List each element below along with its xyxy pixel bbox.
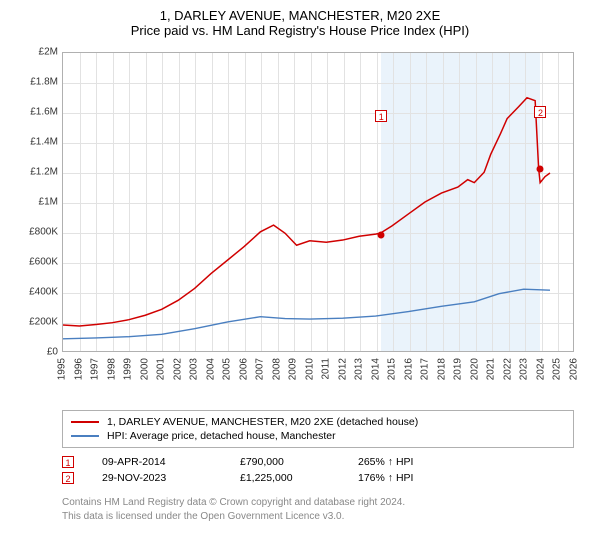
x-axis-tick: 2001 xyxy=(156,358,167,380)
footer-line: This data is licensed under the Open Gov… xyxy=(62,510,574,524)
x-axis-tick: 2005 xyxy=(222,358,233,380)
x-axis-tick: 2000 xyxy=(139,358,150,380)
transaction-table: 1 09-APR-2014 £790,000 265% ↑ HPI 2 29-N… xyxy=(62,454,574,486)
x-axis-tick: 2025 xyxy=(552,358,563,380)
marker-point xyxy=(537,166,544,173)
x-axis-tick: 2008 xyxy=(271,358,282,380)
legend-label: 1, DARLEY AVENUE, MANCHESTER, M20 2XE (d… xyxy=(107,416,418,428)
x-axis-tick: 2020 xyxy=(469,358,480,380)
x-axis-tick: 2002 xyxy=(172,358,183,380)
marker-point xyxy=(378,231,385,238)
y-axis-tick: £1.2M xyxy=(12,167,58,178)
legend-label: HPI: Average price, detached house, Manc… xyxy=(107,430,336,442)
line-series-svg xyxy=(63,53,573,351)
x-axis-tick: 2003 xyxy=(189,358,200,380)
x-axis-tick: 1995 xyxy=(57,358,68,380)
transaction-marker: 1 xyxy=(62,456,74,468)
x-axis-tick: 2011 xyxy=(321,358,332,380)
x-axis-tick: 2015 xyxy=(387,358,398,380)
transaction-row: 2 29-NOV-2023 £1,225,000 176% ↑ HPI xyxy=(62,470,574,486)
transaction-price: £790,000 xyxy=(240,456,330,468)
series-line-property xyxy=(63,98,550,326)
legend-item-property: 1, DARLEY AVENUE, MANCHESTER, M20 2XE (d… xyxy=(71,415,565,429)
x-axis-tick: 2010 xyxy=(304,358,315,380)
x-axis-tick: 1999 xyxy=(123,358,134,380)
x-axis-tick: 1996 xyxy=(73,358,84,380)
y-axis-tick: £1.4M xyxy=(12,137,58,148)
transaction-pct: 176% ↑ HPI xyxy=(358,472,413,484)
x-axis-tick: 2013 xyxy=(354,358,365,380)
transaction-marker: 2 xyxy=(62,472,74,484)
x-axis-tick: 2021 xyxy=(486,358,497,380)
x-axis-tick: 2014 xyxy=(370,358,381,380)
x-axis-tick: 2007 xyxy=(255,358,266,380)
legend-item-hpi: HPI: Average price, detached house, Manc… xyxy=(71,429,565,443)
y-axis-tick: £2M xyxy=(12,47,58,58)
y-axis-tick: £200K xyxy=(12,317,58,328)
x-axis-tick: 2012 xyxy=(337,358,348,380)
legend-swatch xyxy=(71,435,99,437)
y-axis-tick: £1M xyxy=(12,197,58,208)
x-axis-tick: 2016 xyxy=(403,358,414,380)
transaction-date: 29-NOV-2023 xyxy=(102,472,212,484)
x-axis-tick: 2006 xyxy=(238,358,249,380)
chart-title: 1, DARLEY AVENUE, MANCHESTER, M20 2XE xyxy=(12,8,588,23)
y-axis-tick: £0 xyxy=(12,347,58,358)
x-axis-tick: 2018 xyxy=(436,358,447,380)
transaction-date: 09-APR-2014 xyxy=(102,456,212,468)
x-axis-tick: 2019 xyxy=(453,358,464,380)
y-axis-tick: £1.6M xyxy=(12,107,58,118)
transaction-pct: 265% ↑ HPI xyxy=(358,456,413,468)
x-axis-tick: 2022 xyxy=(502,358,513,380)
x-axis-tick: 2017 xyxy=(420,358,431,380)
chart-subtitle: Price paid vs. HM Land Registry's House … xyxy=(12,23,588,38)
chart-area: 12 £0£200K£400K£600K£800K£1M£1.2M£1.4M£1… xyxy=(12,44,588,404)
footer-line: Contains HM Land Registry data © Crown c… xyxy=(62,496,574,510)
legend-swatch xyxy=(71,421,99,423)
plot-area: 12 xyxy=(62,52,574,352)
marker-label: 2 xyxy=(534,106,546,118)
x-axis-tick: 2009 xyxy=(288,358,299,380)
y-axis-tick: £600K xyxy=(12,257,58,268)
y-axis-tick: £1.8M xyxy=(12,77,58,88)
x-axis-tick: 2004 xyxy=(205,358,216,380)
series-line-hpi xyxy=(63,289,550,339)
chart-container: 1, DARLEY AVENUE, MANCHESTER, M20 2XE Pr… xyxy=(0,0,600,531)
x-axis-tick: 1998 xyxy=(106,358,117,380)
x-axis-tick: 2026 xyxy=(569,358,580,380)
marker-label: 1 xyxy=(375,110,387,122)
transaction-row: 1 09-APR-2014 £790,000 265% ↑ HPI xyxy=(62,454,574,470)
transaction-price: £1,225,000 xyxy=(240,472,330,484)
footer: Contains HM Land Registry data © Crown c… xyxy=(62,496,574,523)
legend: 1, DARLEY AVENUE, MANCHESTER, M20 2XE (d… xyxy=(62,410,574,448)
x-axis-tick: 1997 xyxy=(90,358,101,380)
x-axis-tick: 2023 xyxy=(519,358,530,380)
x-axis-tick: 2024 xyxy=(535,358,546,380)
y-axis-tick: £800K xyxy=(12,227,58,238)
y-axis-tick: £400K xyxy=(12,287,58,298)
